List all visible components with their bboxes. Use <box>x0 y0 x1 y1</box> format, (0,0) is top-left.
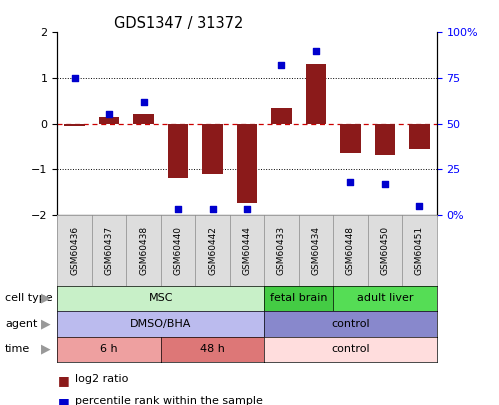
Point <box>174 206 182 212</box>
Bar <box>237 124 257 203</box>
Text: GSM60442: GSM60442 <box>208 226 217 275</box>
Text: 6 h: 6 h <box>100 344 118 354</box>
Point <box>209 206 217 212</box>
Point <box>381 181 389 187</box>
Bar <box>168 124 189 178</box>
Text: GDS1347 / 31372: GDS1347 / 31372 <box>114 16 244 31</box>
Text: GSM60448: GSM60448 <box>346 226 355 275</box>
Bar <box>271 108 292 124</box>
Bar <box>340 124 361 153</box>
Bar <box>305 64 326 124</box>
Bar <box>409 124 430 149</box>
Text: ▶: ▶ <box>41 343 51 356</box>
Bar <box>375 124 395 156</box>
Text: adult liver: adult liver <box>357 293 413 303</box>
Text: MSC: MSC <box>149 293 173 303</box>
Point <box>243 206 251 212</box>
Text: 48 h: 48 h <box>200 344 225 354</box>
Text: time: time <box>5 344 30 354</box>
Point <box>312 47 320 54</box>
Text: log2 ratio: log2 ratio <box>75 374 128 384</box>
Text: GSM60434: GSM60434 <box>311 226 320 275</box>
Text: GSM60437: GSM60437 <box>105 226 114 275</box>
Point <box>277 62 285 68</box>
Bar <box>64 124 85 126</box>
Text: ■: ■ <box>57 374 69 387</box>
Text: cell type: cell type <box>5 293 52 303</box>
Text: GSM60436: GSM60436 <box>70 226 79 275</box>
Bar <box>133 114 154 124</box>
Text: percentile rank within the sample: percentile rank within the sample <box>75 396 263 405</box>
Point <box>71 75 79 81</box>
Text: agent: agent <box>5 319 37 329</box>
Text: GSM60438: GSM60438 <box>139 226 148 275</box>
Bar <box>202 124 223 174</box>
Text: GSM60433: GSM60433 <box>277 226 286 275</box>
Point <box>140 98 148 105</box>
Text: GSM60450: GSM60450 <box>380 226 389 275</box>
Text: ■: ■ <box>57 396 69 405</box>
Bar <box>99 117 119 124</box>
Text: GSM60451: GSM60451 <box>415 226 424 275</box>
Text: GSM60440: GSM60440 <box>174 226 183 275</box>
Point <box>105 111 113 117</box>
Text: control: control <box>331 319 370 329</box>
Text: DMSO/BHA: DMSO/BHA <box>130 319 192 329</box>
Text: GSM60444: GSM60444 <box>243 226 251 275</box>
Point <box>415 202 423 209</box>
Text: ▶: ▶ <box>41 317 51 330</box>
Text: control: control <box>331 344 370 354</box>
Text: fetal brain: fetal brain <box>270 293 327 303</box>
Point <box>346 179 354 185</box>
Text: ▶: ▶ <box>41 292 51 305</box>
